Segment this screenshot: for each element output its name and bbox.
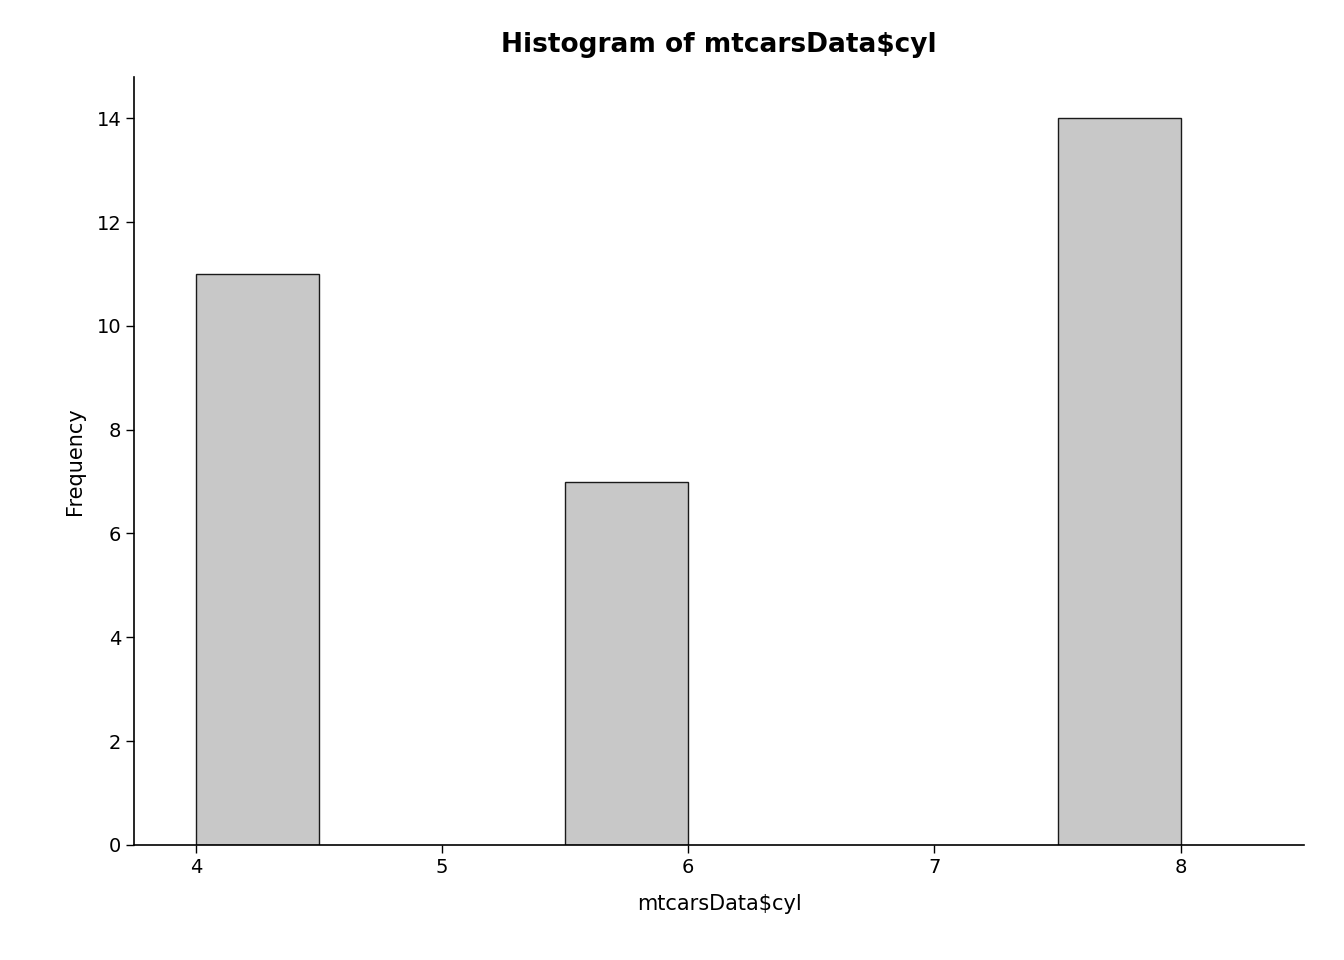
Title: Histogram of mtcarsData$cyl: Histogram of mtcarsData$cyl xyxy=(501,32,937,58)
Bar xyxy=(196,274,319,845)
Y-axis label: Frequency: Frequency xyxy=(66,407,86,515)
X-axis label: mtcarsData$cyl: mtcarsData$cyl xyxy=(637,894,801,914)
Bar xyxy=(566,482,688,845)
Bar xyxy=(1058,118,1180,845)
